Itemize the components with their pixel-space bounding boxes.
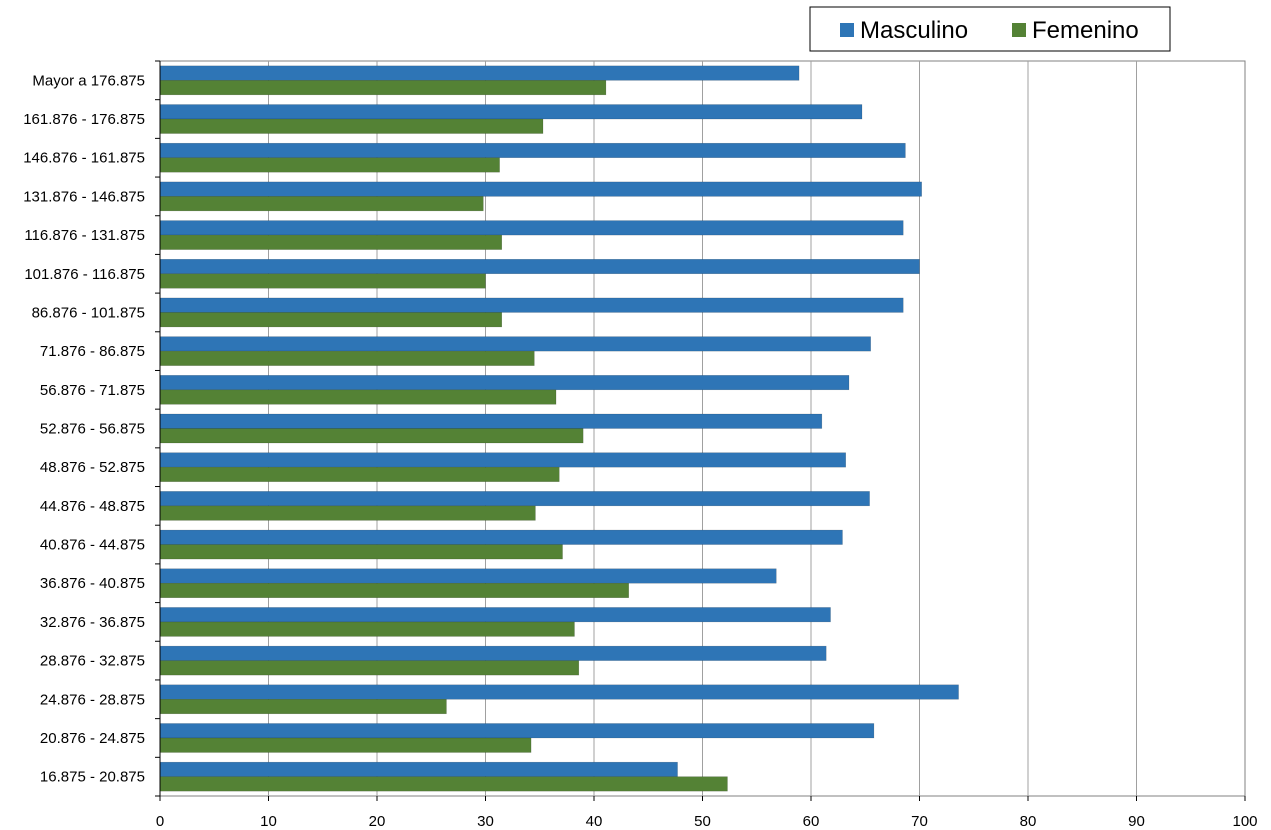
category-label: 32.876 - 36.875 [40,614,145,631]
bar-femenino-18 [159,776,728,792]
x-tick-label: 50 [694,813,711,830]
bar-masculino-15 [159,645,827,661]
bar-masculino-14 [159,607,831,623]
bar-masculino-13 [159,568,777,584]
bars [159,65,959,792]
bar-masculino-3 [159,181,922,197]
category-label: 71.876 - 86.875 [40,343,145,360]
category-label: 56.876 - 71.875 [40,382,145,399]
category-label: 86.876 - 101.875 [32,304,145,321]
category-label: 146.876 - 161.875 [23,150,145,167]
bar-masculino-18 [159,761,678,777]
category-label: 52.876 - 56.875 [40,421,145,438]
bar-masculino-8 [159,375,850,391]
bar-femenino-2 [159,157,500,173]
bar-masculino-4 [159,220,904,236]
category-label: 48.876 - 52.875 [40,459,145,476]
category-label: Mayor a 176.875 [32,72,145,89]
category-label: 36.876 - 40.875 [40,575,145,592]
bar-femenino-9 [159,428,584,444]
category-label: 44.876 - 48.875 [40,498,145,515]
category-label: 16.875 - 20.875 [40,769,145,786]
x-tick-label: 60 [803,813,820,830]
bar-masculino-10 [159,452,846,468]
bar-femenino-1 [159,118,544,134]
bar-femenino-3 [159,196,484,212]
x-tick-label: 40 [586,813,603,830]
x-tick-label: 30 [477,813,494,830]
x-tick-label: 80 [1020,813,1037,830]
x-tick-label: 10 [260,813,277,830]
bar-masculino-17 [159,723,875,739]
category-label: 116.876 - 131.875 [24,227,145,244]
bar-femenino-10 [159,466,560,482]
category-labels: Mayor a 176.875 161.876 - 176.875 146.876 … [23,72,145,785]
bar-femenino-6 [159,312,503,328]
x-tick-labels: 0 10 20 30 40 50 60 70 80 90 100 [156,813,1258,830]
x-tick-label: 0 [156,813,164,830]
x-tick-label: 20 [369,813,386,830]
category-label: 161.876 - 176.875 [23,111,145,128]
category-label: 40.876 - 44.875 [40,537,145,554]
category-label: 131.876 - 146.875 [23,188,145,205]
bar-femenino-0 [159,80,607,96]
bar-masculino-1 [159,104,863,120]
x-tick-label: 90 [1128,813,1145,830]
bar-femenino-12 [159,544,563,560]
bar-masculino-16 [159,684,959,700]
bar-masculino-11 [159,491,870,507]
legend-swatch-masculino [840,23,854,37]
category-label: 20.876 - 24.875 [40,730,145,747]
category-label: 24.876 - 28.875 [40,691,145,708]
bar-femenino-16 [159,699,447,715]
legend-label-femenino: Femenino [1032,17,1139,44]
axes [155,60,1246,801]
bar-masculino-0 [159,65,800,81]
bar-femenino-14 [159,621,575,637]
bar-masculino-7 [159,336,871,352]
x-tick-label: 70 [911,813,928,830]
bar-femenino-15 [159,660,580,676]
bar-femenino-5 [159,273,486,289]
bar-masculino-6 [159,297,904,313]
bar-femenino-4 [159,234,503,250]
bar-femenino-7 [159,350,535,366]
legend-label-masculino: Masculino [860,17,968,44]
bar-femenino-8 [159,389,557,405]
bar-femenino-13 [159,582,629,598]
bar-masculino-2 [159,142,906,158]
category-label: 101.876 - 116.875 [24,266,145,283]
bar-masculino-9 [159,413,823,429]
bar-masculino-12 [159,529,843,545]
bar-femenino-17 [159,737,532,753]
bar-masculino-5 [159,259,920,275]
bar-femenino-11 [159,505,536,521]
category-label: 28.876 - 32.875 [40,653,145,670]
legend-swatch-femenino [1012,23,1026,37]
legend: Masculino Femenino [809,6,1171,52]
x-tick-label: 100 [1232,813,1257,830]
legend-box [809,6,1171,52]
